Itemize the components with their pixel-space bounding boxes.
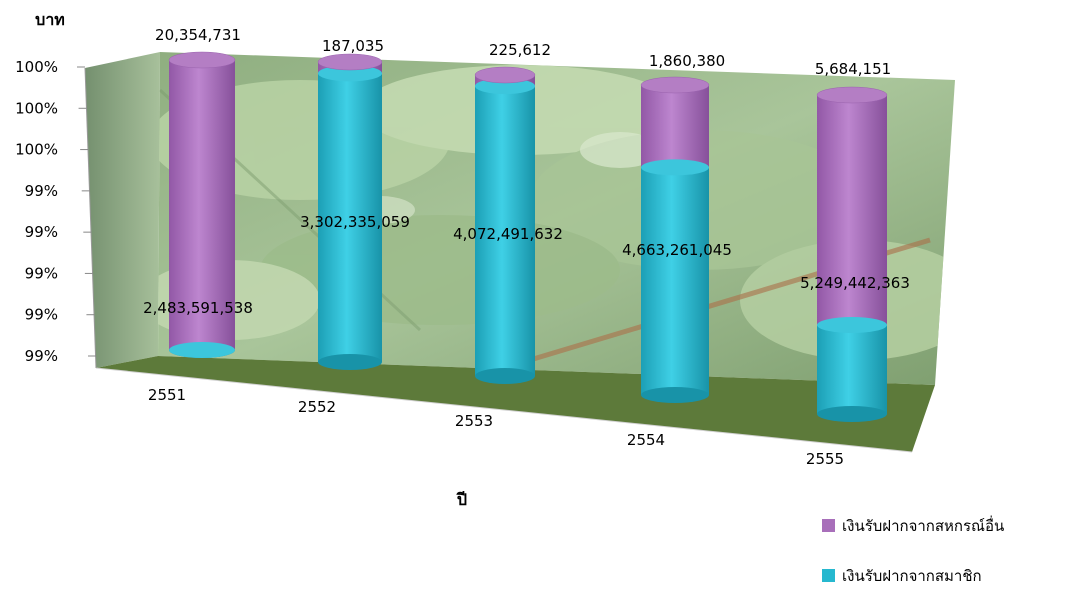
y-tick-label: 100%: [15, 58, 58, 76]
bar-2555: [816, 86, 888, 422]
data-label-members-2552: 3,302,335,059: [300, 213, 410, 231]
floor: [96, 356, 935, 452]
bar-split-2551: [169, 342, 235, 358]
legend-item-members: เงินรับฝากจากสมาชิก: [822, 567, 982, 585]
y-axis-line: [84, 67, 97, 369]
y-tick-label: 99%: [25, 347, 58, 365]
y-tick-label: 99%: [25, 223, 58, 241]
data-labels: 20,354,731 2,483,591,538 187,035 3,302,335,…: [143, 26, 910, 317]
bar-other-coop-top-2552: [317, 53, 383, 71]
bar-other-coop-2555: [817, 95, 887, 326]
data-label-members-2551: 2,483,591,538: [143, 299, 253, 317]
bar-2554: [640, 76, 710, 403]
bar-members-2552: [318, 73, 382, 363]
bar-2551: [168, 51, 236, 358]
bar-members-bottom-2552: [318, 354, 382, 370]
bar-members-bottom-2554: [641, 387, 709, 403]
bar-members-2553: [475, 86, 535, 376]
y-tick-label: 100%: [15, 99, 58, 117]
data-label-other-coop-2552: 187,035: [322, 37, 384, 55]
x-tick-label-2554: 2554: [627, 431, 665, 449]
y-tick-label: 99%: [25, 264, 58, 282]
y-axis: 99% 99% 99% 99% 99% 100% 100% 100%: [15, 58, 97, 369]
x-tick-label-2555: 2555: [806, 450, 844, 468]
bar-members-2555: [817, 325, 887, 414]
bar-other-coop-top-2553: [474, 66, 536, 84]
bar-members-bottom-2553: [475, 368, 535, 384]
bar-other-coop-top-2555: [816, 86, 888, 104]
bars: [168, 51, 888, 422]
bar-split-2552: [318, 65, 382, 82]
y-axis-title: บาท: [35, 10, 65, 29]
bar-2552: [317, 53, 383, 370]
y-tick-label: 99%: [25, 306, 58, 324]
bar-members-bottom-2555: [817, 406, 887, 422]
y-tick-label: 100%: [15, 141, 58, 159]
bar-other-coop-top-2551: [168, 51, 236, 69]
bar-2553: [474, 66, 536, 384]
bar-split-2554: [641, 159, 709, 176]
bar-other-coop-2554: [641, 85, 709, 168]
data-label-members-2553: 4,072,491,632: [453, 225, 563, 243]
legend-swatch-members: [822, 569, 835, 582]
bar-members-2554: [641, 167, 709, 395]
legend-label-members: เงินรับฝากจากสมาชิก: [842, 567, 982, 585]
y-tick-label: 99%: [25, 182, 58, 200]
data-label-members-2554: 4,663,261,045: [622, 241, 732, 259]
data-label-other-coop-2553: 225,612: [489, 41, 551, 59]
bar-other-coop-2551: [169, 60, 235, 350]
legend-item-other-coop: เงินรับฝากจากสหกรณ์อื่น: [822, 515, 1004, 535]
x-axis-title: ปี: [456, 490, 468, 509]
bar-other-coop-top-2554: [640, 76, 710, 94]
data-label-other-coop-2554: 1,860,380: [649, 52, 725, 70]
data-label-other-coop-2551: 20,354,731: [155, 26, 241, 44]
legend: เงินรับฝากจากสหกรณ์อื่น เงินรับฝากจากสมา…: [822, 515, 1004, 585]
legend-swatch-other-coop: [822, 519, 835, 532]
legend-label-other-coop: เงินรับฝากจากสหกรณ์อื่น: [842, 515, 1004, 535]
x-tick-label-2552: 2552: [298, 398, 336, 416]
x-axis: 2551 2552 2553 2554 2555: [148, 386, 844, 468]
data-label-members-2555: 5,249,442,363: [800, 274, 910, 292]
x-tick-label-2553: 2553: [455, 412, 493, 430]
data-label-other-coop-2555: 5,684,151: [815, 60, 891, 78]
bar-split-2555: [817, 317, 887, 334]
x-tick-label-2551: 2551: [148, 386, 186, 404]
side-wall: [85, 52, 160, 368]
